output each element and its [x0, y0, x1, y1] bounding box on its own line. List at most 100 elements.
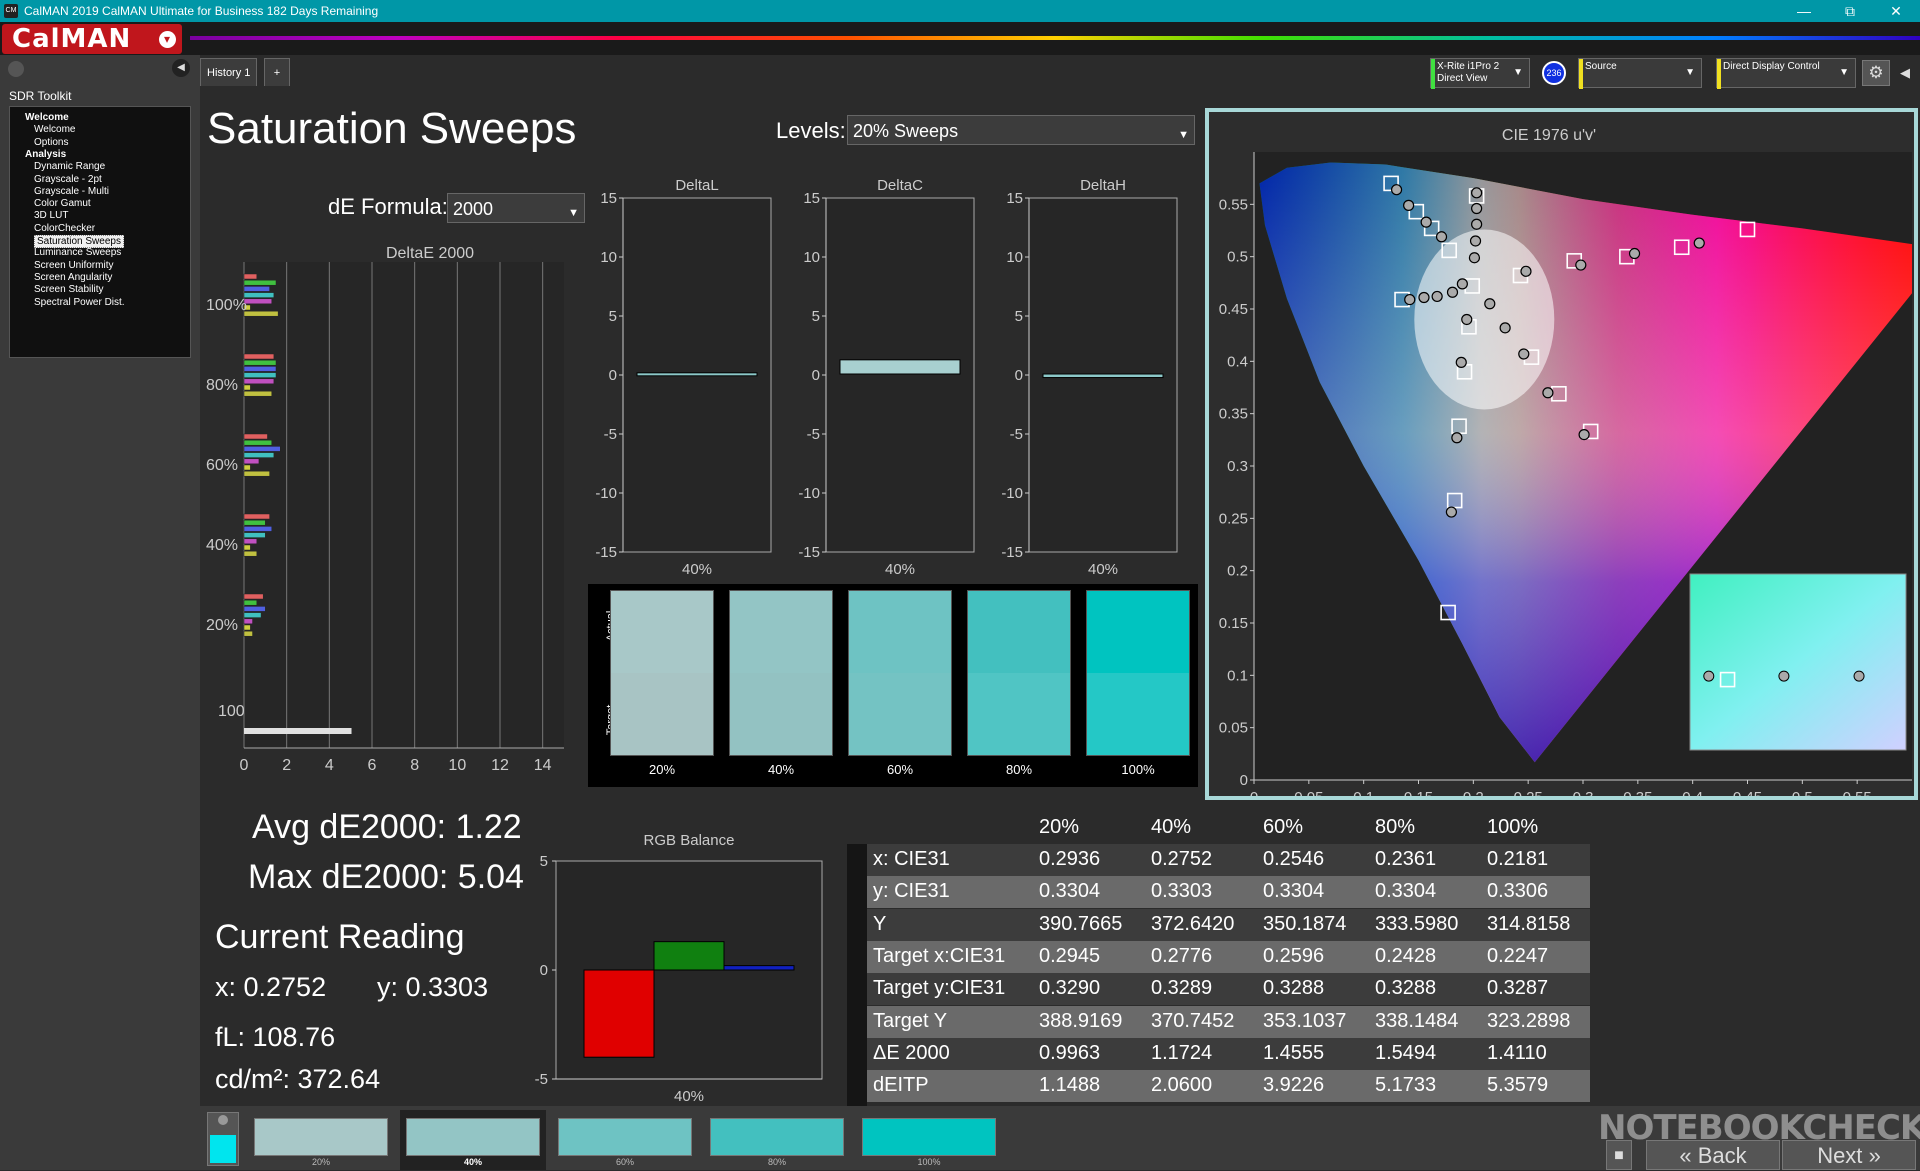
- deltae-2000-chart: DeltaE 2000 0 2 4 6 8 10 12 14 100% 80% 60% 40% 20% 10…: [206, 245, 564, 774]
- bottom-swatch-80pct[interactable]: 80%: [704, 1110, 850, 1170]
- target-marker: [1673, 239, 1690, 256]
- swatch-40pct[interactable]: [729, 590, 833, 756]
- deltae-bar: [243, 390, 272, 397]
- swatch-60pct[interactable]: [848, 590, 952, 756]
- current-color-box: [207, 1112, 239, 1166]
- source-status-bar: [1579, 59, 1583, 89]
- bottom-swatch-100pct[interactable]: 100%: [856, 1110, 1002, 1170]
- row-gutter: [847, 940, 867, 973]
- swatch-label: 40%: [767, 762, 795, 777]
- tree-item-color-gamut[interactable]: Color Gamut: [34, 198, 91, 210]
- meter-selector[interactable]: X-Rite i1Pro 2 Direct View ▼: [1430, 58, 1530, 89]
- tree-item-analysis[interactable]: Analysis: [25, 148, 67, 160]
- y-tick-label: 0.05: [1219, 720, 1248, 737]
- tree-item-colorchecker[interactable]: ColorChecker: [34, 222, 96, 234]
- meter-badge[interactable]: 236: [1542, 61, 1566, 85]
- x-tick-label: 0.55: [1843, 789, 1872, 796]
- cie-1976-chart: CIE 1976 u'v' 0 0.05 0.1 0.15 0.2 0.25 0.3 0.35 0…: [1219, 127, 1912, 806]
- current-reading-label: Current Reading: [215, 918, 465, 956]
- next-button[interactable]: Next »: [1782, 1140, 1916, 1170]
- table-cell: 5.3579: [1487, 1074, 1549, 1097]
- tree-item-options[interactable]: Options: [34, 136, 69, 148]
- y-tick-label: 10: [1006, 249, 1023, 266]
- calman-logo-menu[interactable]: CalMAN ▾: [2, 24, 182, 54]
- tree-item-saturation-sweeps[interactable]: Saturation Sweeps: [34, 235, 124, 248]
- tab-history-1[interactable]: History 1: [200, 58, 258, 86]
- inset-measured-marker: [1853, 670, 1865, 682]
- table-cell: 5.1733: [1375, 1074, 1437, 1097]
- gear-icon[interactable]: ⚙: [1862, 60, 1890, 86]
- x-tick-label: 6: [368, 757, 377, 774]
- measured-marker: [1578, 429, 1590, 441]
- y-tick-label: 0.2: [1227, 563, 1248, 580]
- table-cell: 0.3288: [1263, 977, 1325, 1000]
- chevron-down-icon: ▼: [568, 207, 579, 219]
- tree-item-luminance-sweeps[interactable]: Luminance Sweeps: [34, 247, 122, 259]
- target-marker: [1408, 203, 1425, 220]
- add-tab-button[interactable]: +: [264, 58, 290, 86]
- de-formula-label: dE Formula:: [328, 194, 448, 219]
- reading-x: x: 0.2752: [215, 972, 327, 1002]
- column-header: 80%: [1375, 816, 1416, 838]
- tree-item-3d-lut[interactable]: 3D LUT: [34, 210, 69, 222]
- deltae-bar: [243, 458, 260, 465]
- table-cell: 2.0600: [1151, 1074, 1213, 1097]
- levels-value: 20% Sweeps: [853, 121, 959, 141]
- table-cell: 1.4555: [1263, 1041, 1325, 1064]
- column-header: 20%: [1039, 816, 1080, 838]
- tree-item-dynamic-range[interactable]: Dynamic Range: [34, 161, 106, 173]
- x-tick-label: 0.05: [1294, 789, 1323, 796]
- current-color-swatch: [210, 1135, 236, 1163]
- chevron-down-icon: ▼: [1685, 67, 1695, 78]
- table-cell: 0.2361: [1375, 848, 1437, 870]
- minimize-button[interactable]: —: [1797, 3, 1811, 19]
- table-cell: 0.2546: [1263, 848, 1325, 870]
- deltae-group-label: 20%: [206, 617, 238, 634]
- x-tick-label: 10: [448, 757, 466, 774]
- y-tick-label: 0: [1015, 367, 1023, 384]
- target-color: [849, 673, 951, 755]
- actual-color: [968, 591, 1070, 673]
- table-cell: 390.7665: [1039, 912, 1123, 935]
- y-tick-label: 0: [1240, 772, 1248, 789]
- panel-pin-icon[interactable]: [8, 61, 24, 77]
- swatch-80pct[interactable]: [967, 590, 1071, 756]
- table-cell: 350.1874: [1263, 912, 1347, 935]
- collapse-panel-icon[interactable]: ◀: [172, 59, 190, 77]
- back-button[interactable]: « Back: [1646, 1140, 1780, 1170]
- bottom-swatch-20pct[interactable]: 20%: [248, 1110, 394, 1170]
- source-selector[interactable]: Source ▼: [1578, 58, 1702, 89]
- tree-item-screen-stability[interactable]: Screen Stability: [34, 284, 104, 296]
- cie-panel: CIE 1976 u'v' 0 0.05 0.1 0.15 0.2 0.25 0.3 0.35 0…: [1205, 108, 1918, 806]
- measured-marker: [1404, 293, 1416, 306]
- tree-item-screen-uniformity[interactable]: Screen Uniformity: [34, 259, 114, 271]
- deltae-bar: [243, 593, 264, 600]
- tree-item-grayscale-2pt[interactable]: Grayscale - 2pt: [34, 173, 102, 185]
- bottom-swatch-60pct[interactable]: 60%: [552, 1110, 698, 1170]
- bottom-swatch-40pct[interactable]: 40%: [400, 1110, 546, 1170]
- pin-icon[interactable]: [218, 1115, 228, 1125]
- de-formula-dropdown[interactable]: 2000 ▼: [447, 193, 585, 223]
- table-cell: 0.3289: [1151, 977, 1213, 1000]
- swatch-label: 80%: [1005, 762, 1033, 777]
- maximize-button[interactable]: ⧉: [1845, 3, 1855, 19]
- row-gutter: [847, 1037, 867, 1070]
- tree-item-welcome[interactable]: Welcome: [34, 124, 76, 136]
- tree-item-grayscale-multi[interactable]: Grayscale - Multi: [34, 185, 110, 197]
- tree-item-screen-angularity[interactable]: Screen Angularity: [34, 271, 113, 283]
- measured-marker: [1418, 291, 1430, 304]
- collapse-right-icon[interactable]: ◀: [1900, 65, 1910, 80]
- display-control-selector[interactable]: Direct Display Control ▼: [1716, 58, 1856, 89]
- tree-item-spectral-power-dist-[interactable]: Spectral Power Dist.: [34, 296, 125, 308]
- swatch-100pct[interactable]: [1086, 590, 1190, 756]
- deltae-bar: [243, 384, 251, 391]
- tree-item-welcome[interactable]: Welcome: [25, 112, 69, 123]
- measured-marker: [1461, 313, 1473, 326]
- deltae-bar: [243, 439, 272, 446]
- delta-bar: [636, 372, 758, 377]
- stop-button[interactable]: ■: [1606, 1140, 1632, 1170]
- title-bar: CM CalMAN 2019 CalMAN Ultimate for Busin…: [0, 0, 1920, 22]
- swatch-20pct[interactable]: [610, 590, 714, 756]
- levels-dropdown[interactable]: 20% Sweeps ▼: [847, 115, 1195, 145]
- close-button[interactable]: ✕: [1890, 3, 1902, 19]
